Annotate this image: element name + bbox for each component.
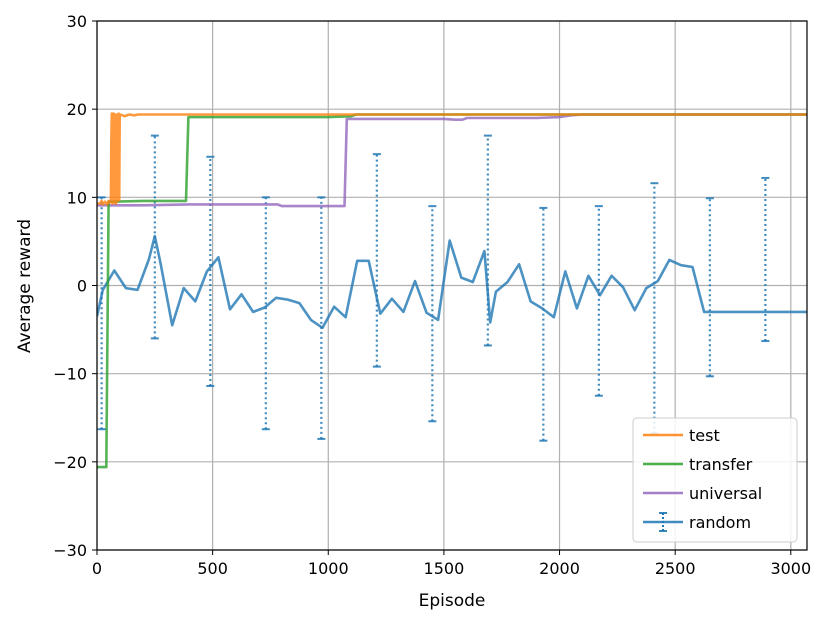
series-group	[97, 112, 807, 469]
y-axis-label: Average reward	[15, 219, 35, 353]
series-line-random	[97, 234, 807, 330]
x-tick-label: 500	[197, 559, 228, 578]
legend-label-universal: universal	[689, 484, 762, 503]
plot-area	[97, 112, 807, 469]
legend-label-test: test	[689, 426, 720, 445]
y-tick-label: 30	[67, 12, 87, 31]
legend-box	[632, 417, 798, 543]
y-tick-label: 20	[67, 100, 87, 119]
axes: 0 500 1000 1500 2000 2500 3000 −30 −20 −10 0 10 20 30	[53, 12, 811, 578]
x-tick-label: 1000	[308, 559, 349, 578]
legend-label-transfer: transfer	[689, 455, 753, 474]
series-line-test	[97, 112, 807, 206]
x-tick-label: 3000	[770, 559, 811, 578]
x-tick-label: 1500	[424, 559, 465, 578]
y-tick-label: −10	[53, 365, 87, 384]
series-line-universal	[97, 113, 807, 208]
y-tick-label: −20	[53, 453, 87, 472]
legend-label-random: random	[689, 513, 751, 532]
y-tick-label: −30	[53, 541, 87, 560]
y-tick-label: 0	[77, 277, 87, 296]
x-axis-label: Episode	[419, 591, 486, 611]
x-tick-label: 0	[92, 559, 102, 578]
x-tick-label: 2500	[655, 559, 696, 578]
x-tick-label: 2000	[539, 559, 580, 578]
y-tick-label: 10	[67, 188, 87, 207]
legend: test transfer universal random	[632, 417, 798, 543]
